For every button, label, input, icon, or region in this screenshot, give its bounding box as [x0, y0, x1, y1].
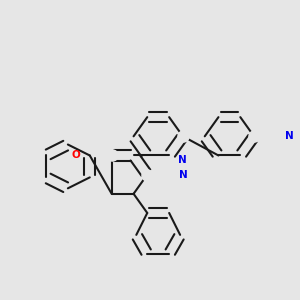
Text: N: N — [178, 169, 187, 180]
Text: N: N — [285, 131, 294, 141]
Text: O: O — [72, 151, 80, 160]
Text: N: N — [178, 155, 187, 165]
